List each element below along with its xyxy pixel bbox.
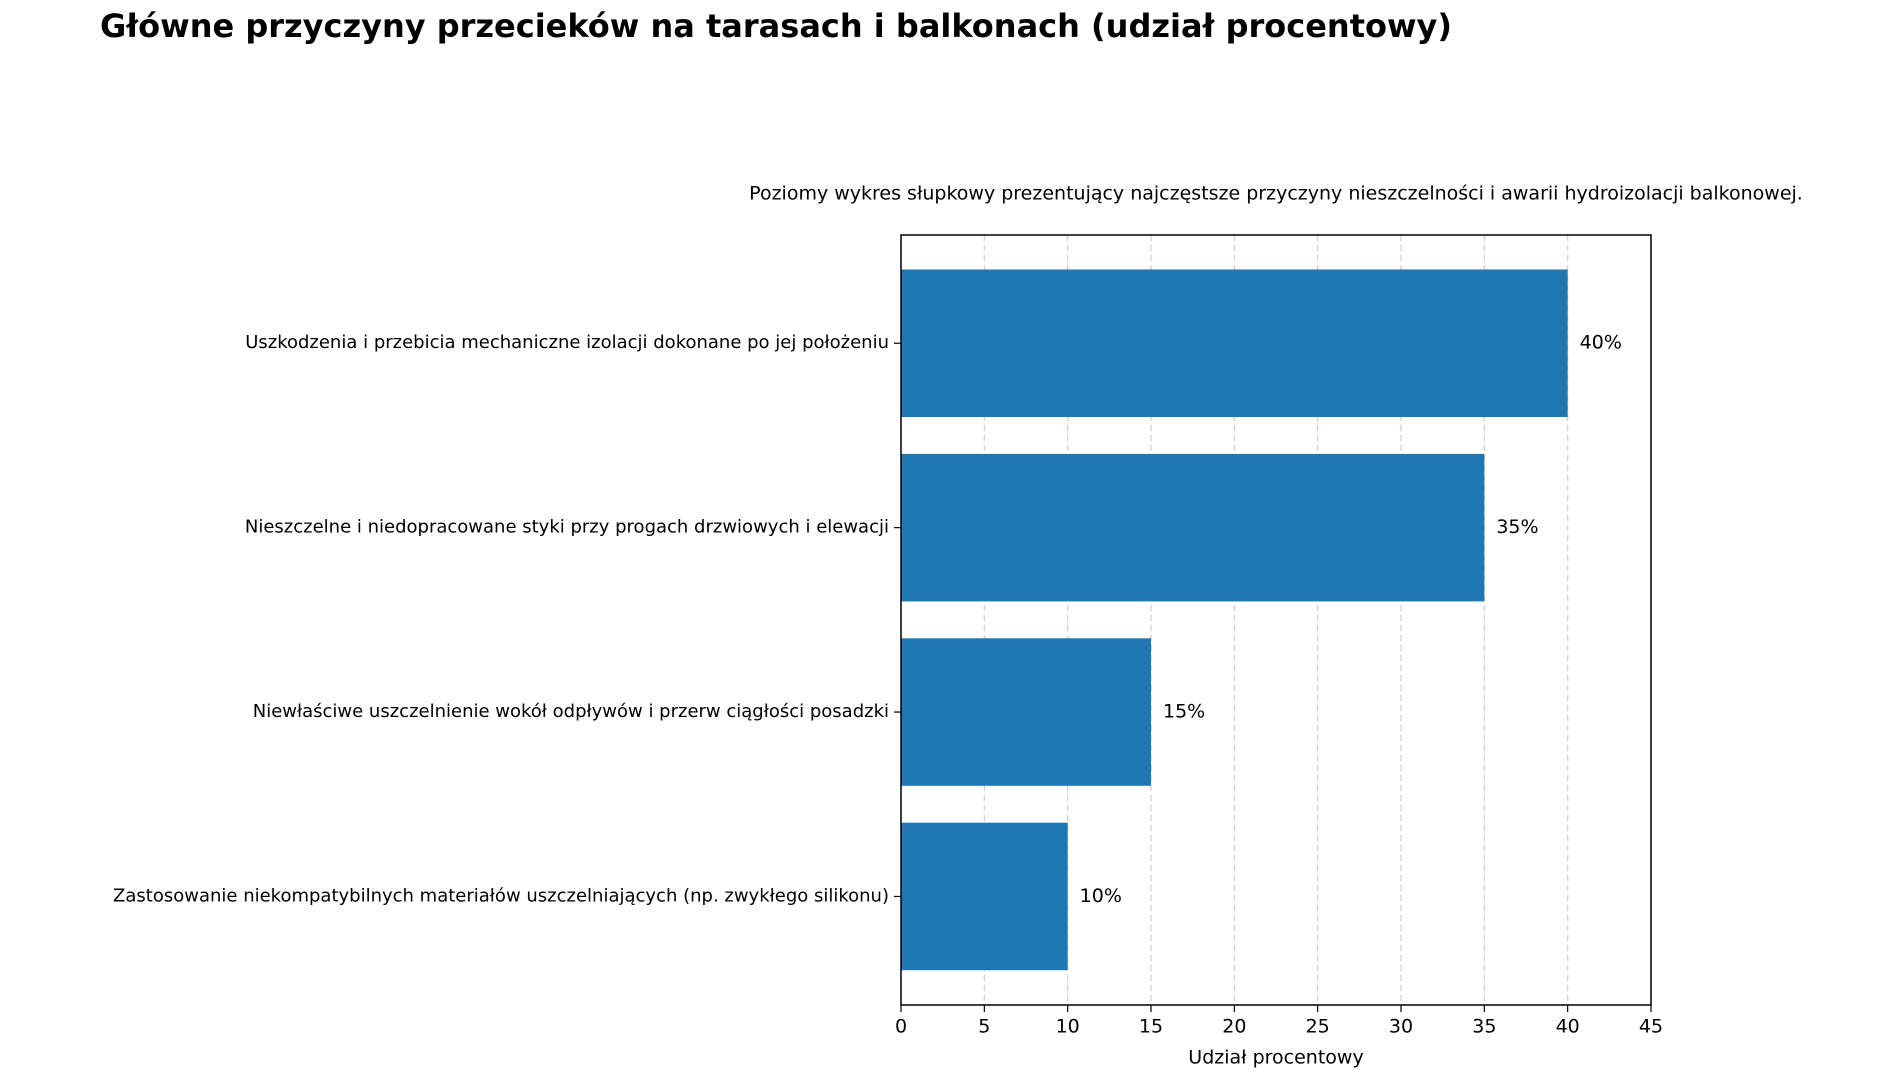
- chart-title: Główne przyczyny przecieków na tarasach …: [100, 7, 1452, 45]
- bar: [901, 453, 1485, 602]
- x-tick-label: 40: [1556, 1016, 1580, 1038]
- value-label: 35%: [1496, 516, 1538, 538]
- y-tick-label: Nieszczelne i niedopracowane styki przy …: [245, 517, 889, 538]
- x-axis-label: Udział procentowy: [1188, 1047, 1363, 1069]
- x-tick-label: 10: [1056, 1016, 1080, 1038]
- plot-frame: [900, 234, 1652, 1006]
- y-tick-label: Uszkodzenia i przebicia mechaniczne izol…: [245, 332, 889, 353]
- bar: [901, 638, 1151, 786]
- x-tick-label: 25: [1306, 1016, 1330, 1038]
- chart-subtitle: Poziomy wykres słupkowy prezentujący naj…: [749, 183, 1803, 205]
- x-tick-label: 0: [895, 1016, 907, 1038]
- y-tick-label: Zastosowanie niekompatybilnych materiałó…: [113, 885, 889, 906]
- x-tick-label: 5: [978, 1016, 990, 1038]
- x-tick-label: 35: [1472, 1016, 1496, 1038]
- x-tick-label: 15: [1139, 1016, 1163, 1038]
- x-tick-label: 20: [1222, 1016, 1246, 1038]
- y-tick-label: Niewłaściwe uszczelnienie wokół odpływów…: [253, 701, 889, 722]
- value-label: 15%: [1163, 701, 1205, 723]
- x-tick-label: 30: [1389, 1016, 1413, 1038]
- value-label: 40%: [1580, 332, 1622, 354]
- bar: [901, 822, 1068, 971]
- bar: [901, 269, 1568, 418]
- value-label: 10%: [1080, 885, 1122, 907]
- x-tick-label: 45: [1639, 1016, 1663, 1038]
